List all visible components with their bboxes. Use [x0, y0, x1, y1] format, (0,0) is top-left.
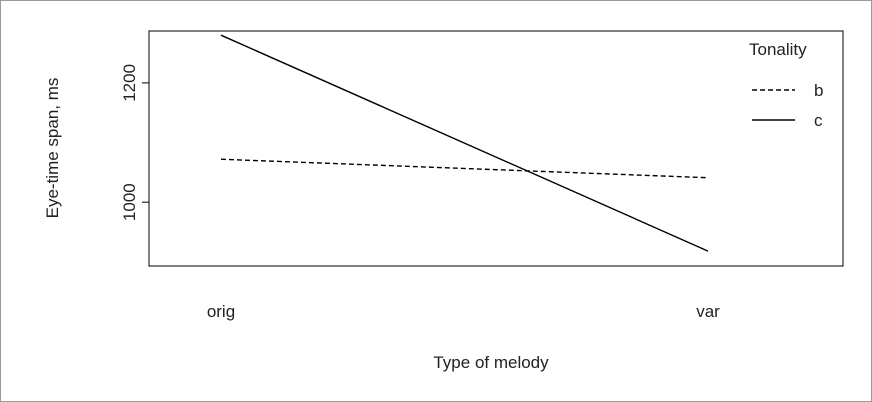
y-axis: 1000 1200 [120, 64, 149, 221]
x-axis-label: Type of melody [433, 353, 549, 372]
x-tick-label: orig [207, 302, 235, 321]
y-tick-label: 1000 [120, 183, 139, 221]
y-axis-label: Eye-time span, ms [43, 78, 62, 219]
legend-label-b: b [814, 81, 823, 100]
series-layer [220, 34, 709, 252]
plot-area-box [148, 30, 844, 267]
series-line-b [220, 158, 709, 179]
legend: Tonality bc [749, 40, 823, 130]
y-tick-label: 1200 [120, 64, 139, 102]
x-axis: orig var [207, 302, 720, 321]
legend-label-c: c [814, 111, 823, 130]
x-tick-label: var [696, 302, 720, 321]
legend-title: Tonality [749, 40, 807, 59]
series-line-c [220, 34, 709, 252]
